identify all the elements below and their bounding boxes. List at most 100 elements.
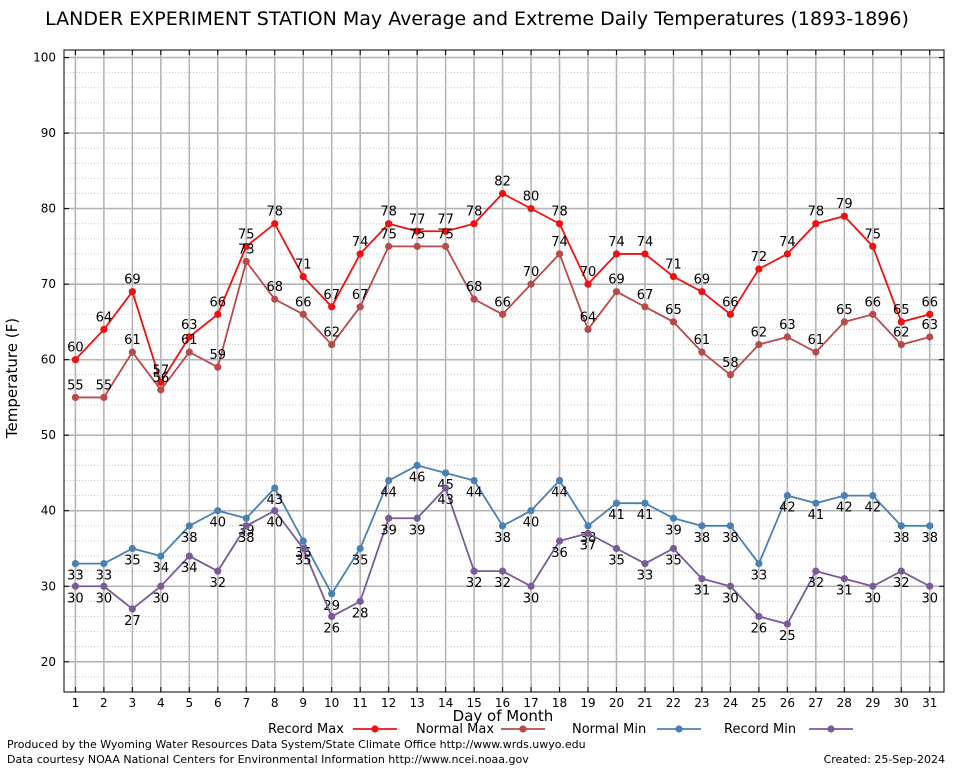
x-tick-label: 8: [271, 696, 279, 710]
record-max-point: [157, 378, 165, 386]
normal-max-point: [641, 303, 649, 311]
x-tick-label: 10: [324, 696, 339, 710]
x-tick-label: 24: [723, 696, 738, 710]
normal-min-data-label: 42: [865, 501, 882, 516]
normal-min-data-label: 44: [551, 486, 568, 501]
normal-max-data-label: 61: [694, 333, 711, 348]
normal-max-data-label: 66: [865, 295, 882, 310]
record-max-point: [926, 310, 934, 318]
record-max-point: [442, 227, 450, 235]
normal-min-data-label: 38: [694, 531, 711, 546]
x-tick-label: 21: [637, 696, 652, 710]
record-min-point: [869, 582, 877, 590]
x-tick-label: 5: [185, 696, 193, 710]
record-min-point: [926, 582, 934, 590]
normal-max-data-label: 62: [751, 326, 768, 341]
record-max-data-label: 74: [352, 235, 369, 250]
record-max-data-label: 72: [751, 250, 768, 265]
record-max-data-label: 60: [67, 341, 84, 356]
normal-min-data-label: 38: [181, 531, 198, 546]
record-min-data-label: 32: [808, 576, 825, 591]
normal-min-point: [498, 522, 507, 530]
record-max-point: [840, 212, 848, 220]
legend-marker-record-max: [371, 725, 379, 733]
record-min-point: [242, 522, 250, 530]
record-max-data-label: 70: [580, 265, 597, 280]
record-max-point: [897, 318, 905, 326]
normal-max-point: [555, 250, 564, 258]
normal-max-point: [698, 348, 706, 356]
plot-frame: [63, 49, 945, 693]
normal-min-data-label: 41: [608, 508, 625, 523]
record-max-data-label: 69: [694, 273, 711, 288]
normal-max-data-label: 55: [67, 378, 84, 393]
normal-min-point: [413, 461, 421, 470]
normal-min-point: [100, 560, 108, 568]
x-tick-label: 26: [780, 696, 795, 710]
record-max-point: [413, 227, 421, 235]
record-min-data-label: 27: [124, 614, 141, 629]
normal-min-point: [242, 514, 250, 522]
record-min-point: [555, 537, 564, 545]
record-max-data-label: 78: [266, 205, 283, 220]
record-min-point: [157, 582, 165, 590]
record-min-point: [271, 507, 279, 515]
record-min-data-label: 32: [466, 576, 483, 591]
normal-min-point: [926, 522, 934, 530]
normal-max-point: [470, 295, 478, 303]
record-min-data-label: 26: [751, 621, 768, 636]
normal-min-point: [755, 560, 763, 568]
record-min-point: [584, 529, 592, 537]
record-max-point: [498, 189, 507, 198]
record-max-data-label: 77: [409, 212, 426, 227]
x-tick-label: 31: [922, 696, 937, 710]
record-min-point: [527, 582, 535, 590]
normal-min-point: [185, 522, 193, 530]
record-min-point: [783, 620, 791, 628]
normal-max-data-label: 69: [608, 273, 625, 288]
record-min-point: [128, 605, 136, 613]
normal-min-data-label: 41: [637, 508, 654, 523]
x-tick-label: 23: [694, 696, 709, 710]
legend-label-record-min: Record Min: [724, 722, 796, 737]
normal-min-point: [299, 537, 307, 545]
record-min-data-label: 30: [153, 591, 170, 606]
record-max-point: [328, 303, 336, 311]
x-tick-label: 22: [666, 696, 681, 710]
record-max-data-label: 64: [96, 310, 113, 325]
x-tick-label: 27: [808, 696, 823, 710]
record-max-point: [698, 288, 706, 296]
normal-min-point: [271, 484, 279, 492]
footer-created: Created: 25-Sep-2024: [823, 753, 945, 766]
normal-max-data-label: 65: [665, 303, 682, 318]
record-max-data-label: 74: [608, 235, 625, 250]
record-max-data-label: 71: [295, 258, 312, 273]
normal-min-data-label: 44: [466, 486, 483, 501]
normal-max-point: [299, 310, 307, 318]
legend-label-record-max: Record Max: [268, 722, 344, 737]
normal-min-data-label: 33: [96, 569, 113, 584]
record-max-point: [641, 250, 649, 258]
record-min-point: [698, 575, 706, 583]
record-min-data-label: 30: [722, 591, 739, 606]
legend-label-normal-min: Normal Min: [572, 722, 646, 737]
record-max-data-label: 77: [437, 212, 454, 227]
record-max-point: [242, 242, 250, 250]
record-min-point: [385, 514, 393, 522]
normal-min-point: [897, 522, 905, 530]
record-max-point: [185, 333, 193, 341]
record-min-data-label: 28: [352, 606, 369, 621]
record-min-point: [498, 567, 507, 575]
normal-max-data-label: 66: [295, 295, 312, 310]
record-max-data-label: 66: [210, 295, 227, 310]
normal-min-point: [726, 522, 735, 530]
normal-max-point: [413, 242, 421, 250]
record-max-point: [385, 220, 393, 228]
normal-max-data-label: 67: [637, 288, 654, 303]
record-min-data-label: 32: [893, 576, 910, 591]
normal-max-data-label: 68: [266, 280, 283, 295]
record-min-data-label: 32: [494, 576, 511, 591]
record-min-point: [641, 560, 649, 568]
series-layer: 60 64 69 57 63 66 75 78 71 67 74 78 77 77 78 82 80 78 70 74…: [67, 175, 938, 645]
normal-min-point: [812, 499, 820, 507]
